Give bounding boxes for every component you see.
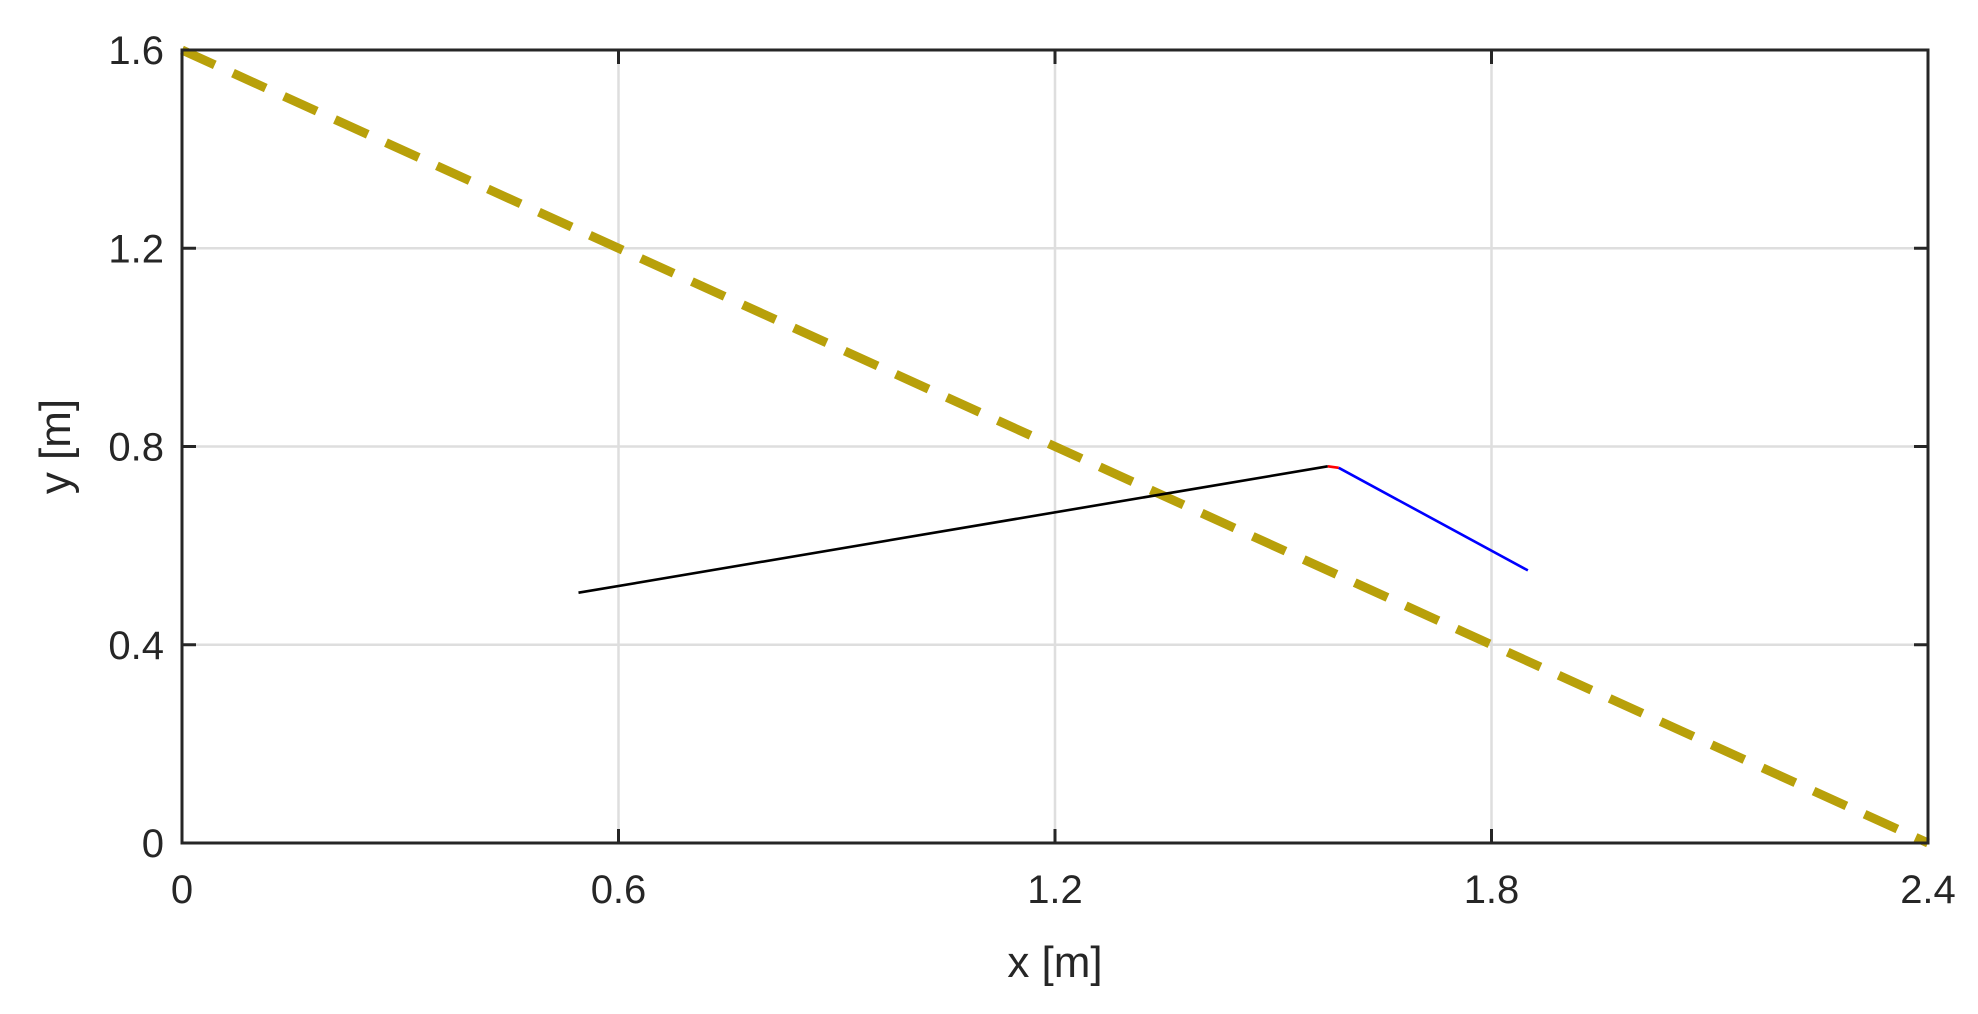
series-layer [180, 45, 1930, 848]
y-axis-label: y [m] [31, 399, 80, 494]
y-tick-label-4: 1.6 [108, 29, 164, 73]
x-axis-label: x [m] [1007, 938, 1102, 987]
series-line-2 [1327, 465, 1339, 470]
x-tick-label-3: 1.8 [1464, 868, 1520, 912]
ticks: 0 0.6 1.2 1.8 2.4 0 0.4 0.8 1.2 1.6 [108, 29, 1955, 912]
x-tick-label-4: 2.4 [1900, 868, 1956, 912]
x-tick-label-1: 0.6 [591, 868, 647, 912]
series-line-1 [578, 465, 1329, 594]
y-tick-label-3: 1.2 [108, 227, 164, 271]
y-tick-label-0: 0 [142, 822, 164, 866]
x-tick-label-2: 1.2 [1027, 868, 1083, 912]
x-tick-label-0: 0 [171, 868, 193, 912]
y-tick-label-2: 0.8 [108, 426, 164, 470]
series-line-3 [1338, 466, 1529, 572]
y-tick-label-1: 0.4 [108, 624, 164, 668]
series-line-0 [180, 45, 1930, 848]
